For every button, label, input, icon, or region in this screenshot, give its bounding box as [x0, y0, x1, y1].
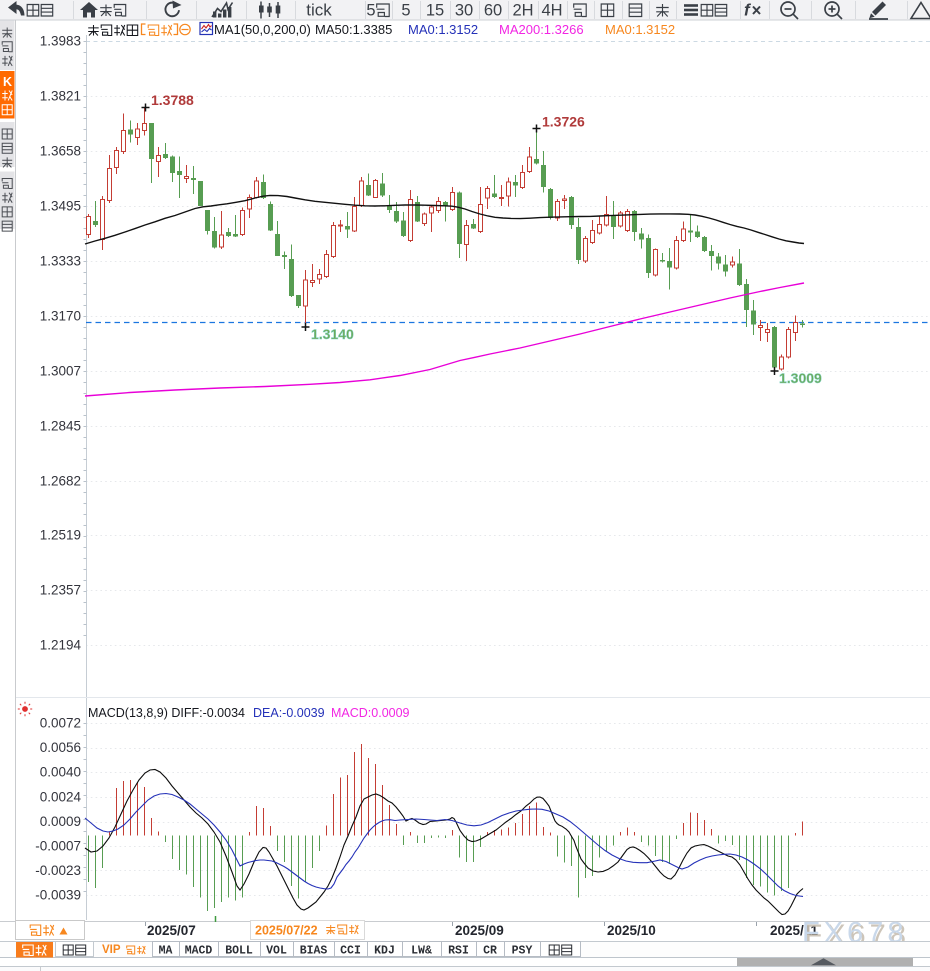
svg-text:1.2519: 1.2519: [40, 528, 81, 543]
svg-text:MACD(13,8,9) DIFF:-0.0034: MACD(13,8,9) DIFF:-0.0034: [88, 706, 245, 720]
svg-text:5: 5: [366, 2, 375, 20]
svg-text:LW&: LW&: [411, 945, 432, 958]
svg-text:K: K: [3, 75, 12, 89]
svg-text:1.2194: 1.2194: [40, 638, 82, 653]
svg-text:2H: 2H: [512, 2, 533, 20]
svg-text:MA0:1.3152: MA0:1.3152: [605, 22, 675, 37]
svg-text:tick: tick: [306, 1, 332, 20]
svg-text:1.3658: 1.3658: [40, 144, 81, 159]
svg-text:1.3726: 1.3726: [542, 114, 585, 130]
svg-text:MA0:1.3152: MA0:1.3152: [408, 22, 478, 37]
svg-text:VIP: VIP: [102, 944, 121, 956]
svg-text:1.2845: 1.2845: [40, 419, 81, 434]
svg-text:1.3009: 1.3009: [779, 370, 822, 386]
svg-text:1.3170: 1.3170: [40, 309, 81, 324]
svg-text:CCI: CCI: [340, 945, 361, 958]
svg-text:30: 30: [455, 2, 473, 20]
svg-text:1.3333: 1.3333: [40, 254, 81, 269]
svg-text:1.3983: 1.3983: [40, 34, 81, 49]
svg-text:MACD:0.0009: MACD:0.0009: [331, 706, 410, 720]
svg-text:PSY: PSY: [512, 945, 533, 958]
svg-text:-0.0039: -0.0039: [35, 888, 81, 903]
svg-text:5: 5: [401, 2, 410, 20]
svg-text:1.3007: 1.3007: [40, 364, 81, 379]
svg-text:4H: 4H: [541, 2, 562, 20]
svg-text:0.0072: 0.0072: [40, 716, 81, 731]
svg-text:0.0024: 0.0024: [40, 790, 82, 805]
svg-text:1.3140: 1.3140: [311, 326, 354, 342]
svg-text:1.3495: 1.3495: [40, 199, 81, 214]
svg-text:15: 15: [426, 2, 444, 20]
svg-text:2025/10: 2025/10: [607, 923, 656, 938]
svg-text:-0.0007: -0.0007: [35, 839, 81, 854]
svg-text:MA50:1.3385: MA50:1.3385: [315, 22, 392, 37]
svg-text:2025/09: 2025/09: [455, 923, 504, 938]
svg-text:RSI: RSI: [448, 945, 469, 958]
svg-text:MACD: MACD: [185, 945, 213, 958]
svg-text:1.2682: 1.2682: [40, 474, 81, 489]
svg-text:1.3788: 1.3788: [151, 92, 194, 108]
svg-text:MA1(50,0,200,0): MA1(50,0,200,0): [214, 22, 311, 37]
svg-text:0.0040: 0.0040: [40, 765, 81, 780]
svg-text:2025/11: 2025/11: [770, 923, 819, 938]
svg-text:0.0009: 0.0009: [40, 814, 81, 829]
svg-text:MA: MA: [159, 945, 173, 958]
svg-text:BIAS: BIAS: [300, 945, 328, 958]
svg-text:1.3821: 1.3821: [40, 89, 81, 104]
svg-text:MA200:1.3266: MA200:1.3266: [499, 22, 584, 37]
svg-text:0.0056: 0.0056: [40, 740, 81, 755]
svg-text:2025/07: 2025/07: [147, 923, 196, 938]
svg-text:KDJ: KDJ: [374, 945, 395, 958]
svg-text:f: f: [744, 1, 752, 20]
svg-text:VOL: VOL: [266, 945, 287, 958]
svg-text:CR: CR: [483, 945, 497, 958]
svg-text:2025/07/22: 2025/07/22: [255, 924, 318, 938]
svg-text:DEA:-0.0039: DEA:-0.0039: [253, 706, 325, 720]
svg-text:-0.0023: -0.0023: [35, 863, 81, 878]
svg-text:60: 60: [484, 2, 502, 20]
svg-text:1.2357: 1.2357: [40, 583, 81, 598]
svg-text:BOLL: BOLL: [225, 945, 253, 958]
